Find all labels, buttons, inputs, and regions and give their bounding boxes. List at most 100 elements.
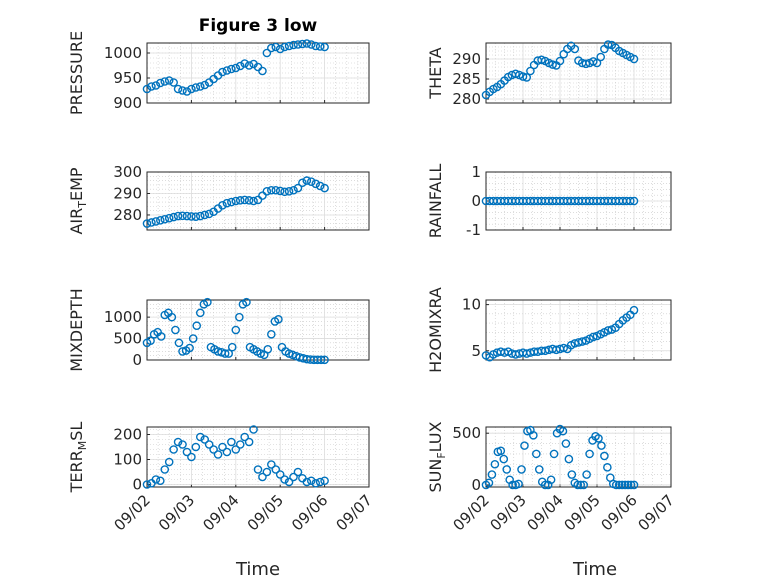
air_temp-panel: 280 290 300 AIRTEMP <box>67 163 370 235</box>
sun_flux-data-point <box>529 430 538 440</box>
sun_flux-data-point <box>487 470 497 479</box>
mixdepth-data-point <box>224 349 233 358</box>
sun_flux-data-point <box>597 441 606 450</box>
mixdepth-data-point <box>178 347 187 356</box>
pressure-data-point <box>227 64 236 74</box>
sun_flux-data-point <box>585 449 594 459</box>
h2omixra-data-point <box>629 305 639 315</box>
sun_flux-data-point <box>502 465 512 474</box>
air_temp-data-point <box>173 211 183 221</box>
sun_flux-axes-frame <box>485 426 672 488</box>
pressure-data-point <box>160 77 170 86</box>
terr_msl-data-point <box>227 437 236 447</box>
pressure-panel: 900 950 1000 PRESSURE <box>67 31 370 115</box>
rainfall-y-label: RAINFALL <box>426 164 445 239</box>
terr_msl-data-point <box>311 478 321 488</box>
theta-data-point <box>518 72 528 81</box>
terr_msl-data-point <box>169 445 178 454</box>
terr_msl-data-point <box>173 437 183 447</box>
figure-title: Figure 3 low <box>199 16 318 36</box>
terr_msl-data-point <box>244 437 254 447</box>
sun_flux-data-point <box>561 439 571 448</box>
y-tick-label: 1000 <box>104 308 142 326</box>
pressure-data-point <box>164 76 174 85</box>
x-axis-label-right: Time <box>572 559 617 580</box>
air_temp-data-point <box>293 183 303 193</box>
terr_msl-axes-frame <box>146 426 370 488</box>
terr_msl-data-point <box>178 440 187 449</box>
terr_msl-data-point <box>306 476 316 486</box>
pressure-data-point <box>173 84 183 94</box>
terr_msl-data-point <box>315 477 325 487</box>
terr_msl-data-point <box>156 476 165 486</box>
pressure-data-point <box>240 59 249 68</box>
y-tick-label: 500 <box>113 330 142 348</box>
pressure-axes-frame <box>146 42 370 104</box>
theta-data-point <box>596 52 606 62</box>
theta-data-point <box>603 40 613 49</box>
pressure-data-point <box>289 40 298 50</box>
theta-data-point <box>629 54 639 64</box>
sun_flux-data-point <box>614 480 624 490</box>
mixdepth-data-point <box>174 338 184 348</box>
pressure-data-point <box>142 84 152 94</box>
pressure-y-label: PRESSURE <box>67 31 86 115</box>
air_temp-data-point <box>311 179 321 189</box>
theta-axes-frame <box>485 42 672 104</box>
y-tick-label: 0 <box>471 476 481 494</box>
terr_msl-data-point <box>164 457 174 467</box>
pressure-data-point <box>244 61 254 70</box>
mixdepth-data-point <box>267 329 276 339</box>
mixdepth-data-point <box>167 312 177 322</box>
air_temp-data-point <box>262 187 272 196</box>
mixdepth-data-point <box>231 325 241 335</box>
air_temp-data-point <box>164 213 174 223</box>
rainfall-data-point <box>626 196 635 206</box>
pressure-data-point <box>298 39 307 49</box>
y-tick-label: 0 <box>132 351 142 369</box>
y-tick-label: 500 <box>452 424 481 442</box>
sun_flux-data-point <box>576 480 586 490</box>
pressure-data-point <box>178 86 187 95</box>
theta-data-point <box>526 66 535 76</box>
sun_flux-data-point <box>496 446 506 456</box>
air_temp-data-point <box>156 216 165 225</box>
air_temp-data-point <box>271 185 281 195</box>
air_temp-data-point <box>160 214 170 224</box>
air_temp-data-point <box>302 176 312 185</box>
terr_msl-y-label: TERRMSL <box>67 422 89 494</box>
terr_msl-data-point <box>209 445 218 454</box>
theta-data-point <box>511 69 520 79</box>
air_temp-data-point <box>204 209 214 219</box>
y-tick-label: 1 <box>471 163 481 181</box>
h2omixra-data-point <box>559 343 569 353</box>
sun_flux-data-point <box>532 449 541 459</box>
air_temp-data-point <box>275 186 285 196</box>
terr_msl-data-point <box>284 477 294 487</box>
air_temp-data-point <box>200 210 210 220</box>
terr_msl-data-point <box>258 472 267 482</box>
y-tick-label: -1 <box>466 221 481 239</box>
air_temp-data-point <box>169 212 178 222</box>
mixdepth-data-point <box>185 343 194 353</box>
air_temp-data-point <box>284 187 294 196</box>
sun_flux-data-point <box>484 478 494 488</box>
terr_msl-data-point <box>142 480 152 489</box>
air_temp-data-point <box>151 217 161 226</box>
theta-data-point <box>581 59 591 69</box>
mixdepth-data-point <box>192 321 202 331</box>
pressure-data-point <box>311 41 321 51</box>
theta-data-point <box>537 55 546 65</box>
air_temp-data-point <box>235 196 245 205</box>
theta-data-point <box>548 60 557 69</box>
terr_msl-data-point <box>293 467 303 477</box>
y-tick-label: 290 <box>452 50 481 68</box>
pressure-data-point <box>271 42 281 52</box>
y-tick-label: 285 <box>452 70 481 88</box>
rainfall-data-point <box>629 196 639 206</box>
sun_flux-data-point <box>517 465 526 474</box>
h2omixra-data-point <box>577 337 587 346</box>
terr_msl-data-point <box>320 476 329 486</box>
air_temp-data-point <box>218 200 227 210</box>
